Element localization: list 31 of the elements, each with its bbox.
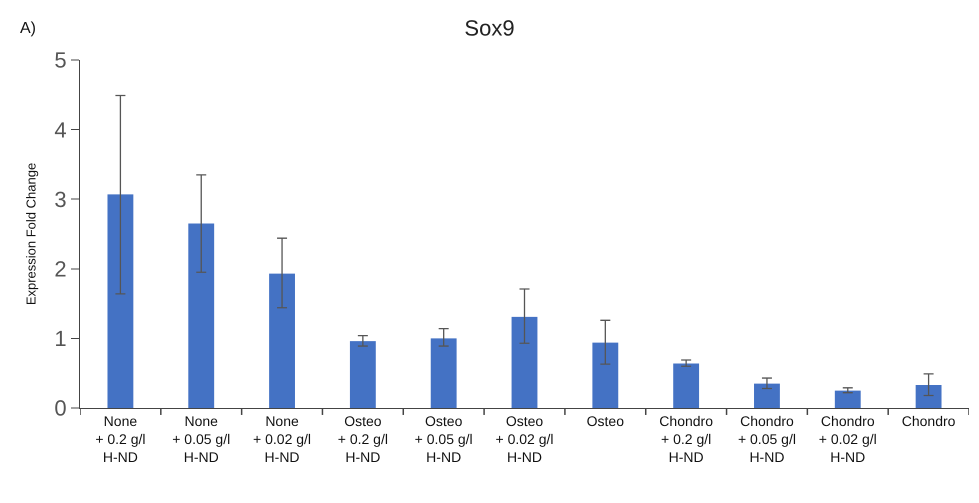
bar: [916, 385, 942, 408]
y-tick-label: 2: [54, 256, 67, 282]
bar: [834, 390, 861, 408]
x-tick-label: None + 0.2 g/l H-ND: [95, 412, 146, 466]
chart-title: Sox9: [464, 16, 515, 41]
x-tick-label: Chondro + 0.02 g/l H-ND: [818, 412, 877, 466]
y-tick-label: 1: [54, 326, 67, 352]
bar: [188, 224, 214, 408]
x-tick-label: Chondro + 0.05 g/l H-ND: [738, 412, 796, 466]
x-tick-label: Chondro: [902, 412, 956, 429]
y-tick-label: 3: [54, 186, 67, 212]
bar: [592, 342, 618, 408]
y-tick-label: 4: [54, 117, 67, 142]
y-tick-label: 0: [54, 396, 67, 421]
bar: [673, 363, 700, 408]
x-tick-label: Osteo + 0.2 g/l H-ND: [338, 412, 388, 466]
bar: [107, 194, 134, 408]
y-tick-label: 5: [54, 48, 67, 73]
bar: [430, 338, 457, 408]
x-tick-label: None + 0.02 g/l H-ND: [253, 412, 312, 466]
bar: [350, 341, 376, 408]
bar: [269, 274, 295, 408]
x-tick-label: Osteo + 0.05 g/l H-ND: [414, 412, 473, 466]
bar: [512, 316, 538, 408]
bar: [754, 384, 780, 408]
x-tick-label: Osteo: [586, 412, 624, 429]
text: A): [20, 20, 36, 37]
x-tick-label: Chondro + 0.2 g/l H-ND: [659, 412, 714, 466]
x-tick-label: None + 0.05 g/l H-ND: [172, 412, 230, 466]
x-tick-label: Osteo + 0.02 g/l H-ND: [496, 412, 554, 466]
y-axis-title: Expression Fold Change: [23, 162, 38, 306]
